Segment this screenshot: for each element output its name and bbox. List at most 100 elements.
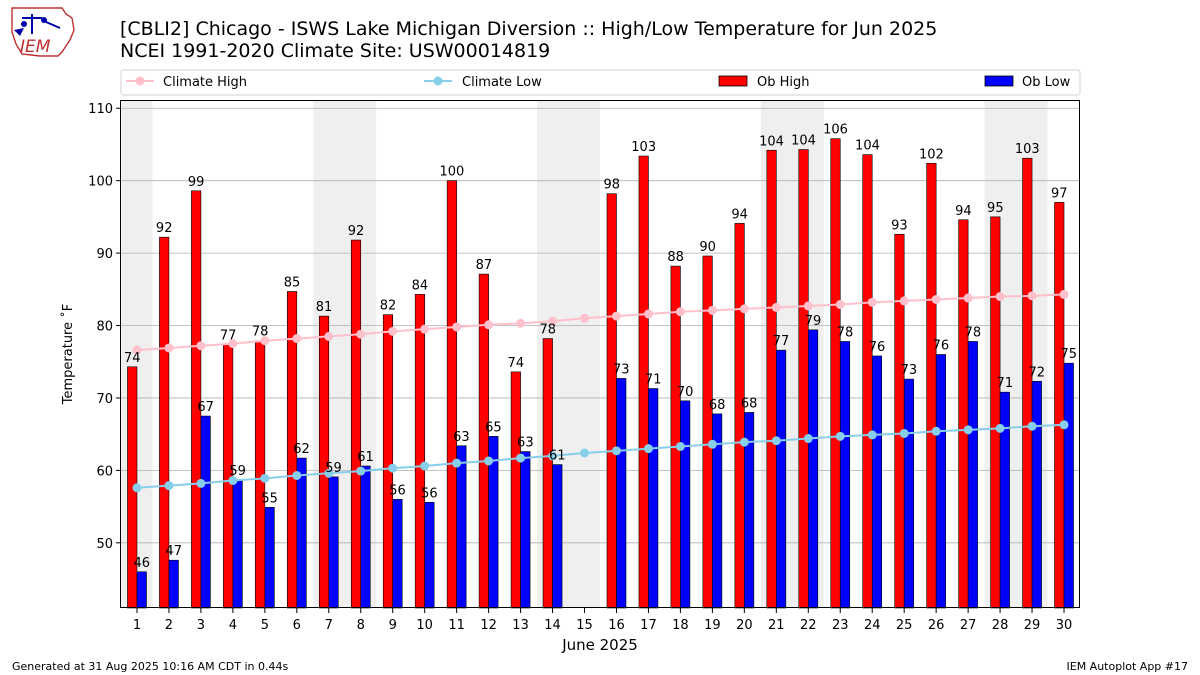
ob-high-label-22: 104	[791, 134, 816, 149]
y-axis-ticks: 50 60 70 80 90 100 110	[88, 102, 121, 552]
ob-high-bar-9	[382, 314, 394, 609]
ob-high-bar-29	[1022, 157, 1033, 609]
climate-high-point-1	[132, 345, 142, 355]
gridlines	[121, 107, 1080, 544]
ob-low-bar-7	[328, 476, 339, 609]
ob-high-label-20: 94	[731, 207, 748, 222]
x-tick-label-26: 26	[928, 618, 945, 633]
x-tick-label-5: 5	[261, 618, 269, 633]
x-tick-label-10: 10	[416, 618, 433, 633]
legend: Climate High Climate Low Ob High Ob Low	[120, 69, 1081, 96]
ob-low-bar-6	[296, 457, 307, 609]
ob-high-label-30: 97	[1051, 186, 1068, 201]
ob-high-label-24: 104	[855, 139, 880, 154]
x-tick-label-13: 13	[512, 618, 529, 633]
climate-high-point-24	[867, 297, 877, 307]
y-axis-label: Temperature ˚F	[60, 304, 76, 405]
climate-high-point-5	[260, 336, 270, 346]
ob-high-label-13: 74	[508, 356, 525, 371]
climate-low-point-3	[196, 478, 206, 488]
climate-low-point-9	[388, 463, 398, 473]
ob-low-label-18: 70	[677, 385, 694, 400]
x-tick-label-2: 2	[165, 618, 173, 633]
climate-high-point-26	[931, 294, 941, 304]
climate-high-point-6	[292, 334, 302, 344]
ob-high-label-23: 106	[823, 123, 848, 138]
climate-low-point-21	[771, 436, 781, 446]
climate-high-point-8	[356, 329, 366, 339]
y-tick-label-80: 80	[96, 320, 113, 335]
ob-high-label-11: 100	[439, 165, 464, 180]
ob-low-label-3: 67	[197, 400, 214, 415]
climate-high-point-9	[388, 326, 398, 336]
ob-high-bar-14	[542, 338, 553, 609]
ob-low-label-12: 65	[485, 420, 502, 435]
climate-low-point-20	[739, 437, 749, 447]
ob-high-label-2: 92	[156, 221, 173, 236]
x-tick-label-24: 24	[864, 618, 881, 633]
ob-low-label-2: 47	[165, 544, 182, 559]
legend-item-ob-low: Ob Low	[984, 75, 1071, 90]
climate-low-point-5	[260, 473, 270, 483]
climate-low-point-11	[452, 458, 462, 468]
ob-high-label-4: 77	[220, 328, 237, 343]
legend-marker-climate-high	[135, 76, 145, 86]
ob-high-bar-10	[414, 294, 425, 609]
ob-high-label-17: 103	[631, 140, 656, 155]
climate-low-point-13	[516, 453, 526, 463]
legend-label-ob-low: Ob Low	[1022, 75, 1071, 90]
ob-low-label-20: 68	[741, 396, 758, 411]
x-tick-label-20: 20	[736, 618, 753, 633]
climate-high-point-29	[1027, 291, 1037, 301]
legend-swatch-ob-high	[718, 75, 748, 87]
climate-low-point-7	[324, 468, 334, 478]
ob-high-label-3: 99	[188, 175, 205, 190]
ob-low-label-27: 78	[965, 325, 982, 340]
ob-low-label-5: 55	[261, 491, 278, 506]
x-tick-label-21: 21	[768, 618, 785, 633]
iowa-outline-icon	[11, 7, 75, 57]
ob-high-bar-13	[510, 371, 521, 609]
climate-low-point-8	[356, 466, 366, 476]
climate-low-point-25	[899, 428, 909, 438]
ob-low-label-11: 63	[453, 430, 470, 445]
x-tick-label-3: 3	[197, 618, 205, 633]
ob-low-bar-26	[935, 354, 946, 609]
ob-high-bar-27	[958, 219, 969, 609]
climate-high-point-3	[196, 341, 206, 351]
bars	[127, 138, 1074, 609]
climate-high-point-19	[707, 305, 717, 315]
x-axis-label: June 2025	[561, 636, 638, 654]
ob-low-label-10: 56	[421, 486, 438, 501]
climate-high-point-7	[324, 331, 334, 341]
ob-low-bar-24	[871, 355, 883, 609]
climate-low-point-4	[228, 476, 238, 486]
ob-low-label-25: 73	[901, 363, 918, 378]
climate-low-point-2	[164, 481, 174, 491]
climate-low-point-10	[420, 461, 430, 471]
ob-high-bar-26	[926, 162, 937, 609]
climate-low-point-6	[292, 470, 302, 480]
climate-low-point-14	[548, 451, 558, 461]
x-axis-ticks: 1 2 3 4 5 6 7 8 9 10 11 12 13 14 15 16 17 18 19 20 21 22 23 24 2…	[133, 608, 1072, 633]
x-tick-label-28: 28	[992, 618, 1009, 633]
climate-high-point-16	[611, 311, 621, 321]
climate-low-point-27	[963, 425, 973, 435]
x-tick-label-9: 9	[389, 618, 397, 633]
climate-high-point-13	[516, 318, 526, 328]
ob-low-bar-8	[360, 465, 371, 609]
x-tick-label-17: 17	[640, 618, 657, 633]
ob-high-label-16: 98	[603, 178, 620, 193]
climate-high-point-17	[643, 309, 653, 319]
climate-low-point-30	[1059, 420, 1069, 430]
ob-low-bar-27	[967, 341, 978, 609]
ob-high-label-14: 78	[540, 323, 557, 338]
y-tick-label-60: 60	[96, 464, 113, 479]
ob-high-label-5: 78	[252, 325, 269, 340]
ob-low-bar-2	[168, 559, 179, 609]
ob-low-label-29: 72	[1029, 365, 1046, 380]
legend-marker-climate-low	[433, 76, 443, 86]
climate-high-point-22	[803, 301, 813, 311]
plot-frame	[120, 100, 1080, 608]
climate-low-line	[136, 423, 1065, 489]
